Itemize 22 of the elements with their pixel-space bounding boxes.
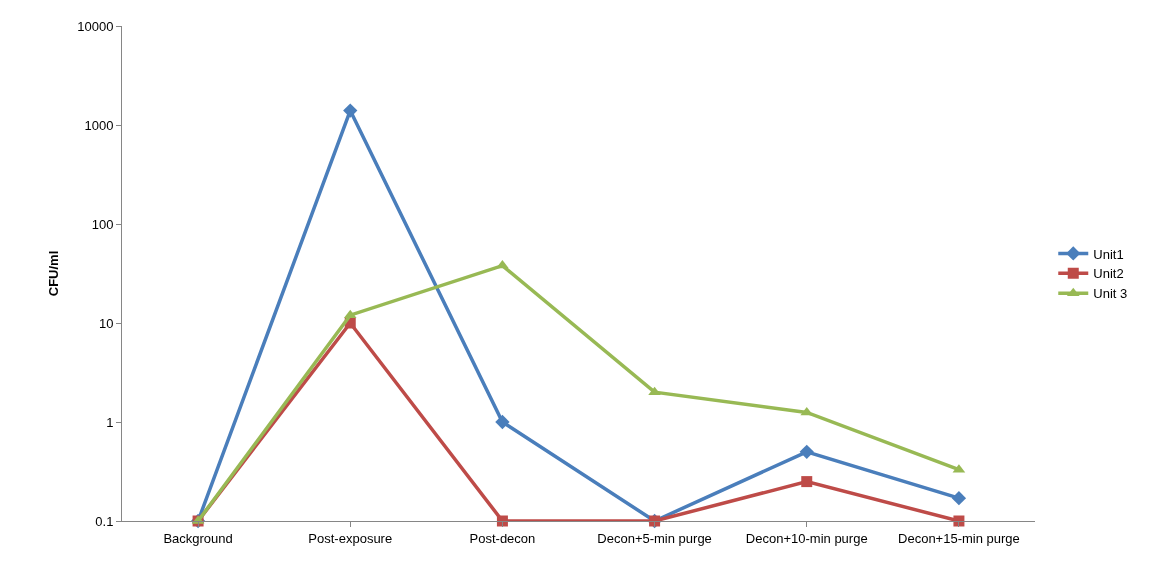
x-tick-label: Background: [163, 530, 233, 546]
y-tick-label: 100: [91, 216, 114, 232]
point: [343, 103, 358, 118]
y-tick-label: 10000: [77, 18, 114, 34]
point: [951, 491, 967, 506]
point: [495, 414, 510, 430]
point: [800, 406, 814, 416]
point: [799, 444, 814, 459]
y-tick-label: 0.1: [95, 513, 114, 529]
legend-label: Unit1: [1093, 246, 1124, 262]
y-axis-title: CFU/ml: [46, 250, 62, 297]
point: [801, 476, 813, 488]
y-tick-label: 10: [98, 315, 114, 331]
x-tick-label: Post-decon: [469, 530, 536, 546]
x-tick-label: Decon+15-min purge: [898, 530, 1020, 546]
x-tick-label: Decon+5-min purge: [597, 530, 712, 546]
x-tick-label: Decon+10-min purge: [745, 530, 868, 546]
x-tick-label: Post-exposure: [308, 530, 393, 546]
y-tick-label: 1000: [84, 117, 114, 133]
y-tick-label: 1: [106, 414, 114, 430]
legend-label: Unit2: [1093, 266, 1124, 282]
legend-label: Unit 3: [1093, 286, 1128, 302]
